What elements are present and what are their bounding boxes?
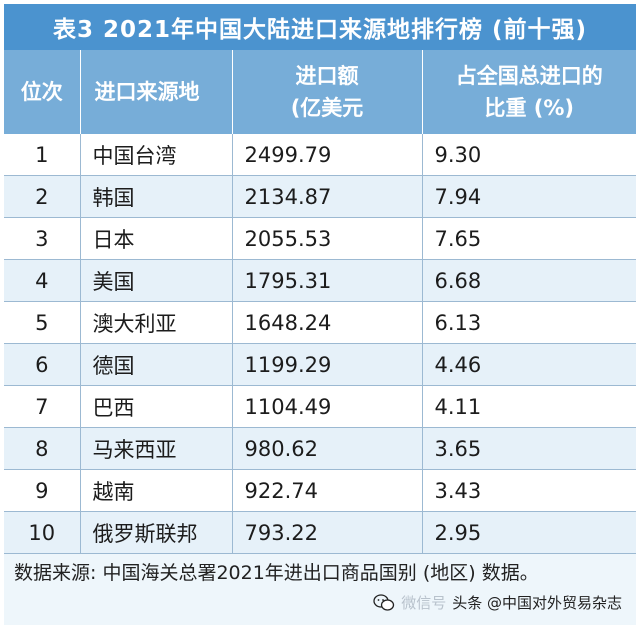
cell-rank: 1 [4, 134, 81, 176]
watermark-faint-text: 微信号 [401, 594, 447, 612]
table-body: 1 中国台湾 2499.79 9.30 2 韩国 2134.87 7.94 3 日本 2055.53… [4, 134, 636, 554]
cell-rank: 7 [4, 385, 81, 428]
cell-share: 7.94 [422, 175, 636, 218]
table-header-row: 位次 进口来源地 进口额 (亿美元 占全国总进口的 比重 (%) [4, 50, 636, 134]
cell-share: 4.11 [422, 385, 636, 428]
cell-share: 7.65 [422, 217, 636, 260]
cell-amount: 2055.53 [232, 217, 423, 260]
table-title: 表3 2021年中国大陆进口来源地排行榜 (前十强) [4, 4, 636, 50]
table-row: 2 韩国 2134.87 7.94 [4, 175, 636, 218]
cell-rank: 4 [4, 259, 81, 302]
cell-source: 德国 [80, 343, 233, 386]
cell-amount: 2499.79 [232, 134, 423, 176]
cell-source: 澳大利亚 [80, 301, 233, 344]
cell-amount: 980.62 [232, 427, 423, 470]
header-source: 进口来源地 [80, 50, 233, 134]
header-amount: 进口额 (亿美元 [232, 50, 423, 134]
cell-share: 6.68 [422, 259, 636, 302]
cell-amount: 1104.49 [232, 385, 423, 428]
cell-share: 6.13 [422, 301, 636, 344]
cell-share: 9.30 [422, 134, 636, 176]
table-row: 1 中国台湾 2499.79 9.30 [4, 134, 636, 176]
table-row: 5 澳大利亚 1648.24 6.13 [4, 301, 636, 344]
table-row: 4 美国 1795.31 6.68 [4, 259, 636, 302]
cell-source: 巴西 [80, 385, 233, 428]
cell-source: 俄罗斯联邦 [80, 511, 233, 554]
cell-share: 2.95 [422, 511, 636, 554]
cell-source: 日本 [80, 217, 233, 260]
watermark-text: 头条 @中国对外贸易杂志 [452, 594, 622, 612]
cell-source: 韩国 [80, 175, 233, 218]
table-row: 7 巴西 1104.49 4.11 [4, 385, 636, 428]
table-row: 6 德国 1199.29 4.46 [4, 343, 636, 386]
table-row: 9 越南 922.74 3.43 [4, 469, 636, 512]
cell-rank: 2 [4, 175, 81, 218]
cell-amount: 793.22 [232, 511, 423, 554]
cell-rank: 9 [4, 469, 81, 512]
cell-amount: 1648.24 [232, 301, 423, 344]
cell-amount: 922.74 [232, 469, 423, 512]
cell-share: 4.46 [422, 343, 636, 386]
import-ranking-table: 位次 进口来源地 进口额 (亿美元 占全国总进口的 比重 (%) 1 中国台湾 24… [4, 50, 636, 554]
header-share: 占全国总进口的 比重 (%) [422, 50, 636, 134]
cell-rank: 6 [4, 343, 81, 386]
table-row: 8 马来西亚 980.62 3.65 [4, 427, 636, 470]
table-row: 3 日本 2055.53 7.65 [4, 217, 636, 260]
cell-amount: 1795.31 [232, 259, 423, 302]
cell-amount: 1199.29 [232, 343, 423, 386]
table-figure: 表3 2021年中国大陆进口来源地排行榜 (前十强) 位次 进口来源地 进口额 … [4, 4, 636, 625]
cell-rank: 3 [4, 217, 81, 260]
table-row: 10 俄罗斯联邦 793.22 2.95 [4, 511, 636, 554]
cell-rank: 8 [4, 427, 81, 470]
cell-amount: 2134.87 [232, 175, 423, 218]
cell-source: 马来西亚 [80, 427, 233, 470]
cell-source: 美国 [80, 259, 233, 302]
data-source-note: 数据来源: 中国海关总署2021年进出口商品国别 (地区) 数据。 [14, 562, 539, 584]
watermark: 微信号 头条 @中国对外贸易杂志 [373, 592, 622, 613]
wechat-icon [373, 593, 395, 611]
cell-rank: 5 [4, 301, 81, 344]
cell-share: 3.65 [422, 427, 636, 470]
header-rank: 位次 [4, 50, 81, 134]
cell-source: 越南 [80, 469, 233, 512]
cell-share: 3.43 [422, 469, 636, 512]
cell-source: 中国台湾 [80, 134, 233, 176]
cell-rank: 10 [4, 511, 81, 554]
